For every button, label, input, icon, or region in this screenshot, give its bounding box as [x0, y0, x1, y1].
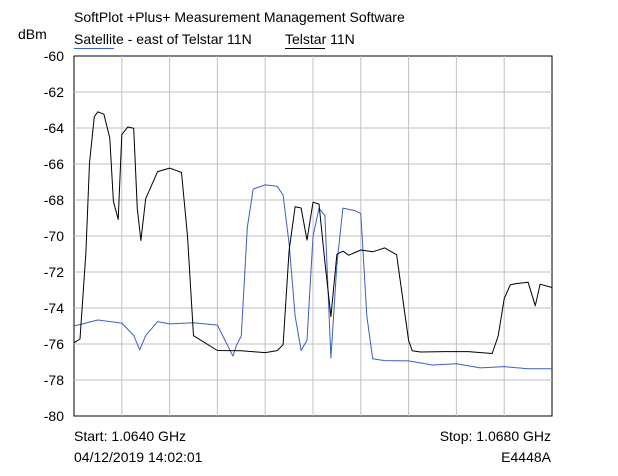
legend-swatch-telstar [285, 48, 325, 49]
y-tick-label: -70 [44, 228, 64, 244]
y-tick-label: -74 [44, 300, 64, 316]
legend-entry-satellite: Satellite - east of Telstar 11N [74, 31, 252, 47]
chart-title: SoftPlot +Plus+ Measurement Management S… [74, 9, 405, 25]
y-tick-label: -68 [44, 192, 64, 208]
y-tick-label: -64 [44, 120, 64, 136]
series-line-telstar [73, 111, 553, 354]
y-axis-label: dBm [18, 26, 47, 42]
y-tick-label: -62 [44, 84, 64, 100]
timestamp: 04/12/2019 14:02:01 [74, 449, 203, 465]
y-tick-label: -78 [44, 372, 64, 388]
series-line-satellite [73, 184, 552, 370]
instrument-model: E4448A [501, 449, 551, 465]
y-tick-label: -72 [44, 264, 64, 280]
grid [74, 56, 552, 416]
y-tick-label: -60 [44, 48, 64, 64]
y-tick-label: -66 [44, 156, 64, 172]
legend-entry-telstar: Telstar 11N [285, 31, 355, 47]
y-tick-labels: -60 -62 -64 -66 -68 -70 -72 -74 -76 -78 -80 [44, 48, 64, 424]
legend-swatch-satellite [74, 48, 114, 49]
y-tick-label: -80 [44, 408, 64, 424]
stop-frequency: Stop: 1.0680 GHz [439, 428, 551, 444]
start-frequency: Start: 1.0640 GHz [74, 428, 187, 444]
series-lines [73, 111, 553, 370]
y-tick-label: -76 [44, 336, 64, 352]
